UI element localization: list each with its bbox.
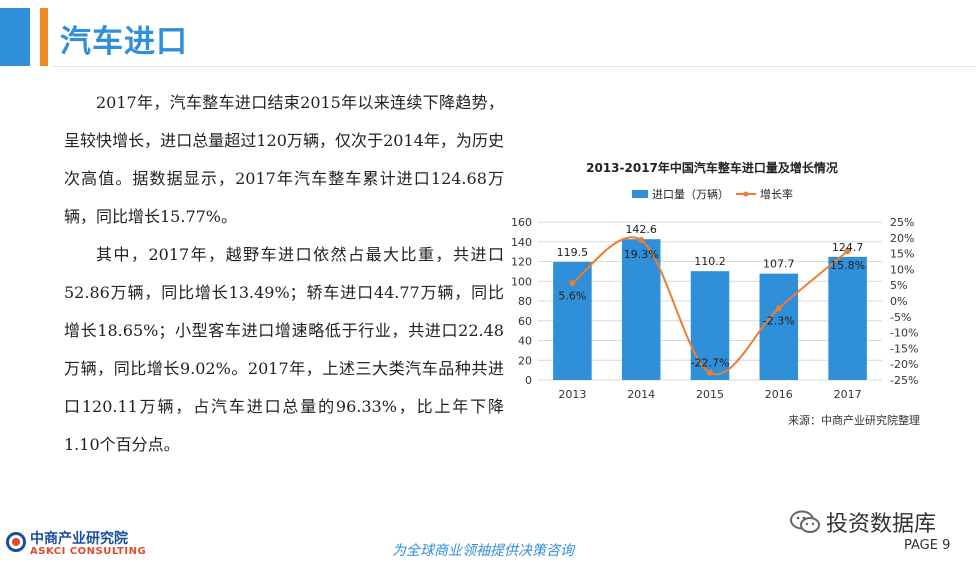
x-tick-label: 2017: [834, 388, 862, 401]
y-right-tick-label: -5%: [890, 311, 911, 324]
y-right-tick-label: 25%: [890, 216, 914, 229]
y-left-tick-label: 60: [518, 315, 532, 328]
wechat-account-name: 投资数据库: [826, 512, 937, 537]
growth-line-series: [569, 236, 851, 376]
x-tick-label: 2013: [558, 388, 586, 401]
growth-value-label: 15.8%: [830, 259, 865, 272]
page-number: PAGE 9: [904, 538, 951, 553]
growth-value-label: -2.3%: [763, 314, 795, 327]
y-left-tick-label: 40: [518, 335, 532, 348]
chart-title: 2013-2017年中国汽车整车进口量及增长情况: [586, 160, 838, 175]
growth-point: [707, 369, 713, 376]
growth-value-label: -22.7%: [691, 357, 730, 370]
x-tick-label: 2014: [627, 388, 655, 401]
logo-text-en: ASKCI CONSULTING: [30, 546, 147, 557]
bar-value-label: 110.2: [694, 255, 726, 268]
y-right-tick-label: 10%: [890, 263, 914, 276]
import-chart: 2013-2017年中国汽车整车进口量及增长情况 进口量（万辆） 增长率 0 20…: [511, 160, 920, 427]
x-axis: 2013 2014 2015 2016 2017: [558, 388, 861, 401]
x-tick-label: 2015: [696, 388, 724, 401]
y-left-tick-label: 80: [518, 295, 532, 308]
chart-source: 来源：中商产业研究院整理: [788, 413, 920, 427]
y-left-tick-label: 0: [525, 374, 532, 387]
bar-data-labels: 119.5 142.6 110.2 107.7 124.7: [557, 223, 864, 270]
y-right-tick-label: 15%: [890, 248, 914, 261]
bar-value-label: 124.7: [832, 241, 864, 254]
line-data-labels: 5.6% 19.3% -22.7% -2.3% 15.8%: [558, 248, 865, 370]
y-right-tick-label: -10%: [890, 327, 918, 340]
y-right-tick-label: 0%: [890, 295, 907, 308]
title-accent-orange: [40, 8, 48, 66]
y-right-tick-label: 20%: [890, 232, 914, 245]
bar: [759, 273, 799, 380]
bar: [828, 256, 867, 380]
y-axis-right: -25% -20% -15% -10% -5% 0% 5% 10% 15% 20% 25%: [890, 216, 918, 387]
y-left-tick-label: 160: [511, 216, 532, 229]
footer-slogan: 为全球商业领袖提供决策咨询: [392, 543, 574, 559]
body-text: 2017年，汽车整车进口结束2015年以来连续下降趋势，呈较快增长，进口总量超过…: [64, 84, 504, 464]
bar-value-label: 119.5: [557, 246, 589, 259]
growth-line: [571, 236, 849, 376]
growth-value-label: 19.3%: [624, 248, 659, 261]
bar: [553, 261, 592, 380]
legend-swatch-bar: [632, 190, 648, 198]
logo-mark-icon: [6, 532, 26, 552]
bar-value-label: 107.7: [763, 258, 795, 271]
wechat-icon: [790, 510, 820, 534]
y-right-tick-label: -20%: [890, 358, 918, 371]
y-left-tick-label: 120: [511, 256, 532, 269]
page-title: 汽车进口: [60, 24, 188, 60]
y-right-tick-label: -15%: [890, 342, 918, 355]
growth-value-label: 5.6%: [558, 289, 586, 302]
bar-value-label: 142.6: [625, 223, 657, 236]
x-tick-label: 2016: [765, 388, 793, 401]
y-right-tick-label: -25%: [890, 374, 918, 387]
bar: [690, 271, 730, 380]
y-axis-left: 0 20 40 60 80 100 120 140 160: [511, 216, 532, 387]
wechat-badge: 投资数据库: [790, 506, 936, 538]
askci-logo: 中商产业研究院 ASKCI CONSULTING: [2, 528, 162, 562]
legend-label-line: 增长率: [760, 187, 793, 201]
paragraph-2: 其中，2017年，越野车进口依然占最大比重，共进口52.86万辆，同比增长13.…: [64, 245, 504, 454]
y-right-tick-label: 5%: [890, 279, 907, 292]
y-left-tick-label: 140: [511, 236, 532, 249]
y-left-tick-label: 20: [518, 354, 532, 367]
paragraph-1: 2017年，汽车整车进口结束2015年以来连续下降趋势，呈较快增长，进口总量超过…: [64, 93, 504, 226]
chart-legend: 进口量（万辆） 增长率: [632, 187, 793, 201]
y-left-tick-label: 100: [511, 275, 532, 288]
growth-point: [844, 248, 851, 255]
title-divider: [52, 66, 976, 67]
legend-swatch-dot: [743, 191, 749, 197]
growth-point: [775, 305, 782, 312]
title-accent-blue: [0, 8, 30, 66]
bar: [621, 239, 661, 380]
growth-point: [638, 237, 645, 244]
legend-label-bar: 进口量（万辆）: [652, 187, 729, 201]
growth-point: [569, 280, 576, 287]
logo-text-cn: 中商产业研究院: [30, 531, 128, 547]
